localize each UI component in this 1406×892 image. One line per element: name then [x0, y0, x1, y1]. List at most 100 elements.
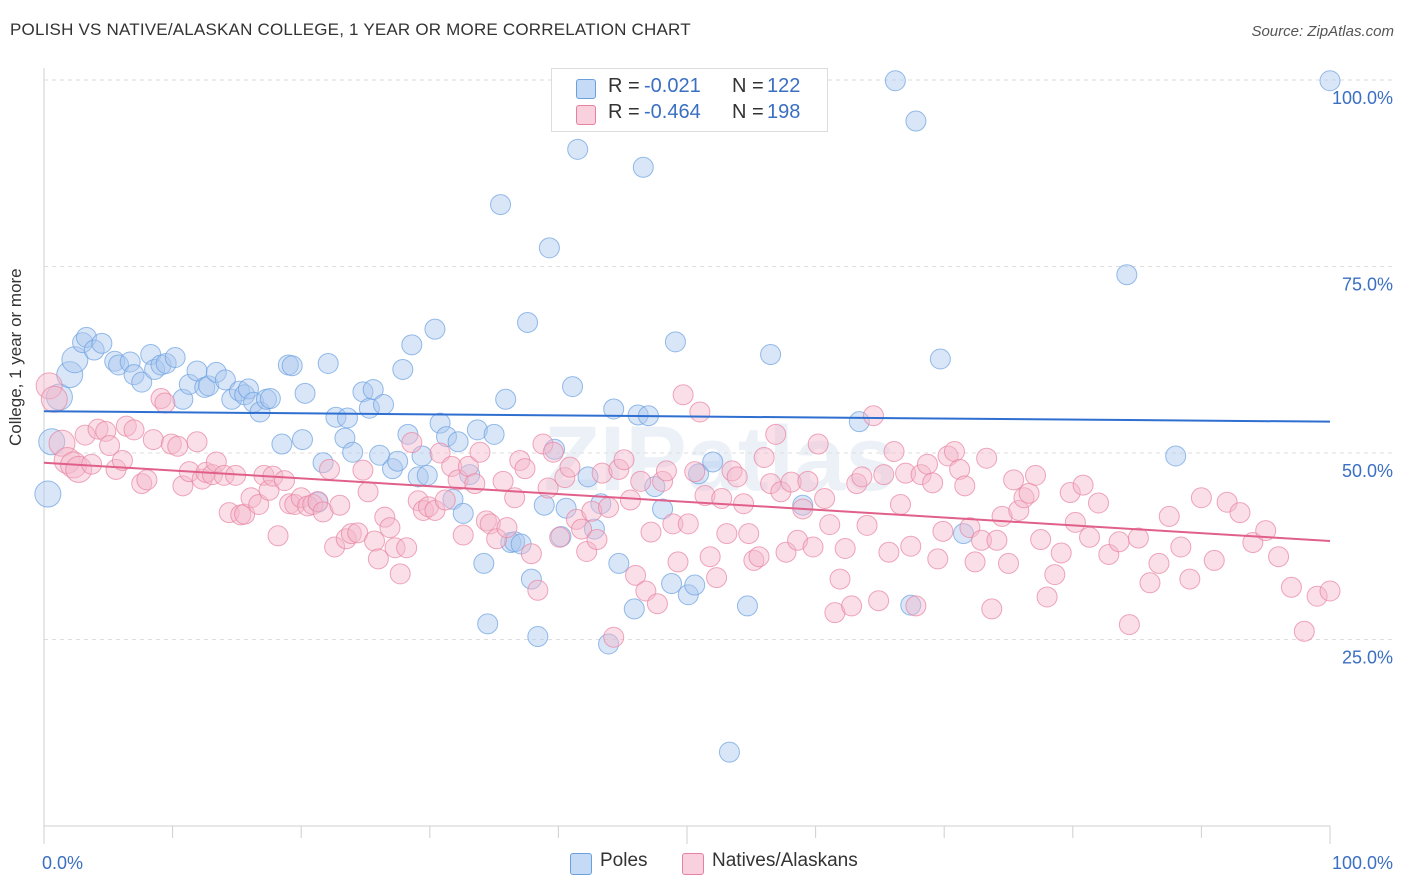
data-point-poles: [352, 381, 374, 403]
data-point-poles: [608, 552, 630, 574]
data-point-poles: [520, 568, 542, 590]
data-point-natives: [542, 441, 564, 463]
data-point-poles: [452, 502, 474, 524]
data-point-poles: [221, 388, 243, 410]
data-point-poles: [325, 406, 347, 428]
data-point-natives: [248, 493, 270, 515]
data-point-natives: [1118, 614, 1140, 636]
data-point-poles: [848, 411, 870, 433]
data-point-natives: [347, 522, 369, 544]
y-tick-label: 50.0%: [1342, 461, 1393, 481]
data-point-natives: [1293, 620, 1315, 642]
data-point-poles: [736, 595, 758, 617]
data-point-natives: [868, 590, 890, 612]
data-point-natives: [357, 481, 379, 503]
data-point-natives: [667, 551, 689, 573]
data-point-natives: [1050, 542, 1072, 564]
data-point-natives: [35, 372, 63, 400]
data-point-natives: [797, 470, 819, 492]
data-point-natives: [640, 521, 662, 543]
legend-label: Poles: [600, 850, 648, 871]
data-point-poles: [312, 452, 334, 474]
data-point-poles: [194, 376, 216, 398]
n-label: N =: [732, 101, 764, 123]
data-point-natives: [981, 598, 1003, 620]
data-point-poles: [429, 412, 451, 434]
data-point-poles: [538, 237, 560, 259]
data-point-natives: [625, 564, 647, 586]
data-point-natives: [694, 485, 716, 507]
trend-lines: [43, 410, 1331, 543]
data-point-natives: [464, 473, 486, 495]
data-point-poles: [550, 526, 572, 548]
data-point-natives: [48, 429, 76, 457]
data-point-natives: [711, 488, 733, 510]
data-point-natives: [748, 546, 770, 568]
data-point-natives: [895, 462, 917, 484]
data-point-natives: [374, 506, 396, 528]
data-point-poles: [527, 626, 549, 648]
data-point-natives: [646, 593, 668, 615]
natives-swatch: [576, 105, 596, 125]
data-point-natives: [273, 470, 295, 492]
data-point-poles: [45, 383, 73, 411]
data-point-poles: [490, 194, 512, 216]
data-point-natives: [889, 493, 911, 515]
data-point-natives: [726, 466, 748, 488]
data-point-natives: [699, 546, 721, 568]
x-tick-label: 100.0%: [1332, 853, 1393, 873]
source-note: Source: ZipAtlas.com: [1251, 23, 1394, 40]
data-point-natives: [352, 459, 374, 481]
data-point-natives: [873, 464, 895, 486]
data-point-natives: [1088, 492, 1110, 514]
data-point-natives: [862, 405, 884, 427]
data-point-natives: [396, 537, 418, 559]
data-point-natives: [883, 441, 905, 463]
data-point-poles: [416, 464, 438, 486]
data-point-natives: [1003, 469, 1025, 491]
data-point-natives: [1203, 549, 1225, 571]
data-point-natives: [99, 435, 121, 457]
data-point-natives: [1018, 482, 1040, 504]
data-point-natives: [172, 475, 194, 497]
data-point-poles: [905, 110, 927, 132]
data-point-natives: [672, 384, 694, 406]
data-point-poles: [466, 419, 488, 441]
data-point-natives: [802, 536, 824, 558]
data-point-natives: [123, 419, 145, 441]
data-point-natives: [379, 517, 401, 539]
data-point-natives: [1059, 482, 1081, 504]
data-point-poles: [661, 573, 683, 595]
data-point-poles: [436, 426, 458, 448]
data-point-poles: [900, 594, 922, 616]
data-point-natives: [998, 552, 1019, 574]
data-point-poles: [577, 466, 599, 488]
data-point-poles: [61, 346, 89, 374]
data-point-natives: [384, 537, 406, 559]
n-value: 122: [767, 75, 801, 97]
data-point-natives: [1148, 552, 1170, 574]
data-point-poles: [237, 378, 259, 400]
data-point-natives: [608, 458, 630, 480]
data-point-poles: [164, 347, 186, 369]
data-point-poles: [34, 480, 62, 508]
data-point-natives: [191, 468, 213, 490]
data-point-natives: [841, 595, 863, 617]
data-point-poles: [407, 466, 429, 488]
data-point-natives: [65, 455, 93, 483]
data-point-poles: [178, 373, 200, 395]
data-point-natives: [619, 489, 641, 511]
data-point-poles: [291, 429, 313, 451]
data-point-natives: [716, 523, 738, 545]
data-point-natives: [927, 548, 949, 570]
data-point-natives: [1072, 474, 1094, 496]
data-point-natives: [549, 526, 571, 548]
data-point-poles: [342, 441, 364, 463]
data-point-natives: [514, 458, 536, 480]
data-point-natives: [40, 385, 68, 413]
data-point-natives: [364, 530, 386, 552]
data-point-poles: [688, 463, 710, 485]
data-point-natives: [916, 453, 938, 475]
data-point-natives: [819, 514, 841, 536]
data-point-poles: [294, 382, 316, 404]
